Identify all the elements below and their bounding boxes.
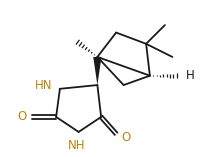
Text: O: O <box>17 110 26 123</box>
Text: H: H <box>185 69 194 82</box>
Polygon shape <box>93 57 102 85</box>
Text: O: O <box>122 131 131 144</box>
Text: NH: NH <box>68 139 85 152</box>
Text: HN: HN <box>35 78 52 92</box>
